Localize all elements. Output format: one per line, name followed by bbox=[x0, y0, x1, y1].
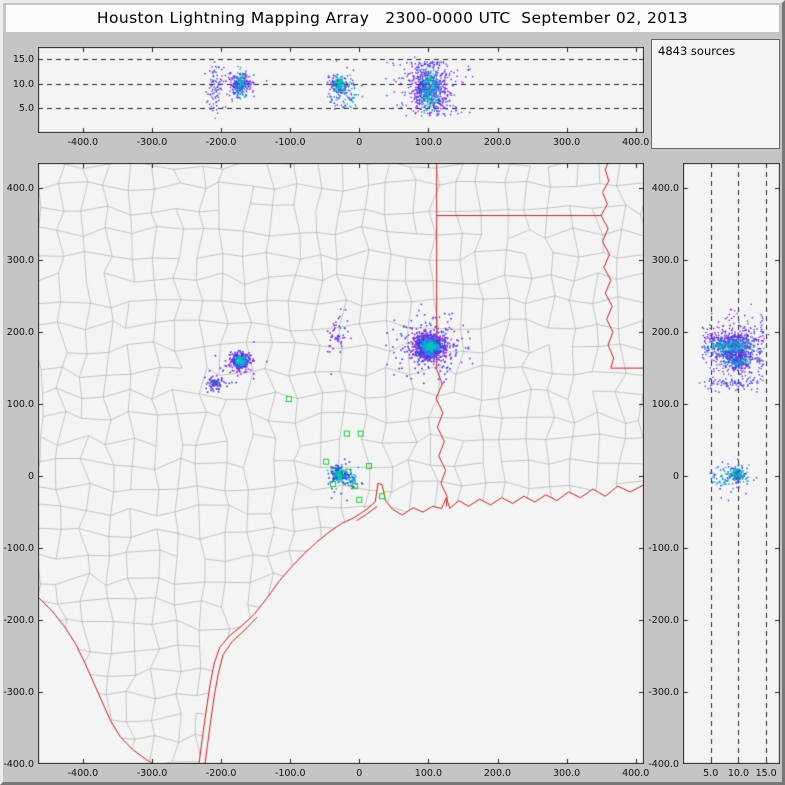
ns-panel-y-tick-label: -100.0 bbox=[648, 543, 679, 555]
ns-panel-y-tick-label: 200.0 bbox=[651, 327, 679, 339]
map-y-tick-label: -200.0 bbox=[3, 615, 34, 627]
ns-panel-altitude-tick-label: 5.0 bbox=[703, 768, 719, 779]
ew-panel-altitude-tick-label: 15.0 bbox=[12, 54, 34, 66]
ew-panel-x-tick-label: -400.0 bbox=[67, 137, 99, 148]
map-x-tick-label: -300.0 bbox=[136, 768, 168, 779]
map-y-tick-label: -100.0 bbox=[3, 543, 34, 555]
map-x-tick-label: 200.0 bbox=[483, 768, 512, 779]
map-x-tick-label: -200.0 bbox=[205, 768, 237, 779]
ns-panel-y-tick-label: 300.0 bbox=[651, 255, 679, 267]
ew-panel-x-tick-label: 200.0 bbox=[483, 137, 512, 148]
ns-panel-altitude-tick-label: 10.0 bbox=[727, 768, 749, 779]
ns-panel-y-tick-label: -300.0 bbox=[648, 687, 679, 699]
page-title: Houston Lightning Mapping Array 2300-000… bbox=[6, 5, 779, 32]
ew-panel-x-tick-label: 300.0 bbox=[552, 137, 581, 148]
ns-panel-y-tick-label: 0 bbox=[672, 471, 679, 483]
map-x-tick-label: 400.0 bbox=[622, 768, 650, 779]
map-x-tick-label: -400.0 bbox=[67, 768, 99, 779]
ns-panel-altitude-tick-label: 15.0 bbox=[755, 768, 777, 779]
map-y-tick-label: 0 bbox=[27, 471, 34, 483]
map-y-tick-label: -400.0 bbox=[3, 759, 34, 770]
map-y-tick-label: 300.0 bbox=[6, 255, 34, 267]
map-y-tick-label: 200.0 bbox=[6, 327, 34, 339]
map-y-tick-label: -300.0 bbox=[3, 687, 34, 699]
ns-panel-y-tick-label: -400.0 bbox=[648, 759, 679, 770]
ew-altitude-panel-canvas bbox=[38, 47, 644, 133]
ns-panel-y-tick-label: -200.0 bbox=[648, 615, 679, 627]
ew-panel-x-tick-label: 100.0 bbox=[414, 137, 442, 148]
map-x-tick-label: -100.0 bbox=[274, 768, 306, 779]
ew-panel-x-tick-label: -300.0 bbox=[136, 137, 168, 148]
ns-panel-y-tick-label: 400.0 bbox=[651, 183, 679, 195]
map-y-tick-label: 400.0 bbox=[6, 183, 34, 195]
ns-panel-y-tick-label: 100.0 bbox=[651, 399, 679, 411]
ew-panel-altitude-tick-label: 5.0 bbox=[18, 103, 34, 115]
sources-count-label: 4843 sources bbox=[658, 44, 736, 58]
map-x-tick-label: 0 bbox=[356, 768, 363, 779]
ew-panel-x-tick-label: -100.0 bbox=[274, 137, 306, 148]
map-x-tick-label: 100.0 bbox=[414, 768, 442, 779]
ew-panel-x-tick-label: 0 bbox=[356, 137, 363, 148]
ew-panel-x-tick-label: -200.0 bbox=[205, 137, 237, 148]
sources-box: 4843 sources bbox=[651, 39, 780, 149]
ns-altitude-panel-canvas bbox=[683, 163, 780, 764]
map-x-tick-label: 300.0 bbox=[552, 768, 581, 779]
ew-panel-altitude-tick-label: 10.0 bbox=[12, 78, 34, 90]
plan-view-map-canvas bbox=[38, 163, 644, 764]
map-y-tick-label: 100.0 bbox=[6, 399, 34, 411]
